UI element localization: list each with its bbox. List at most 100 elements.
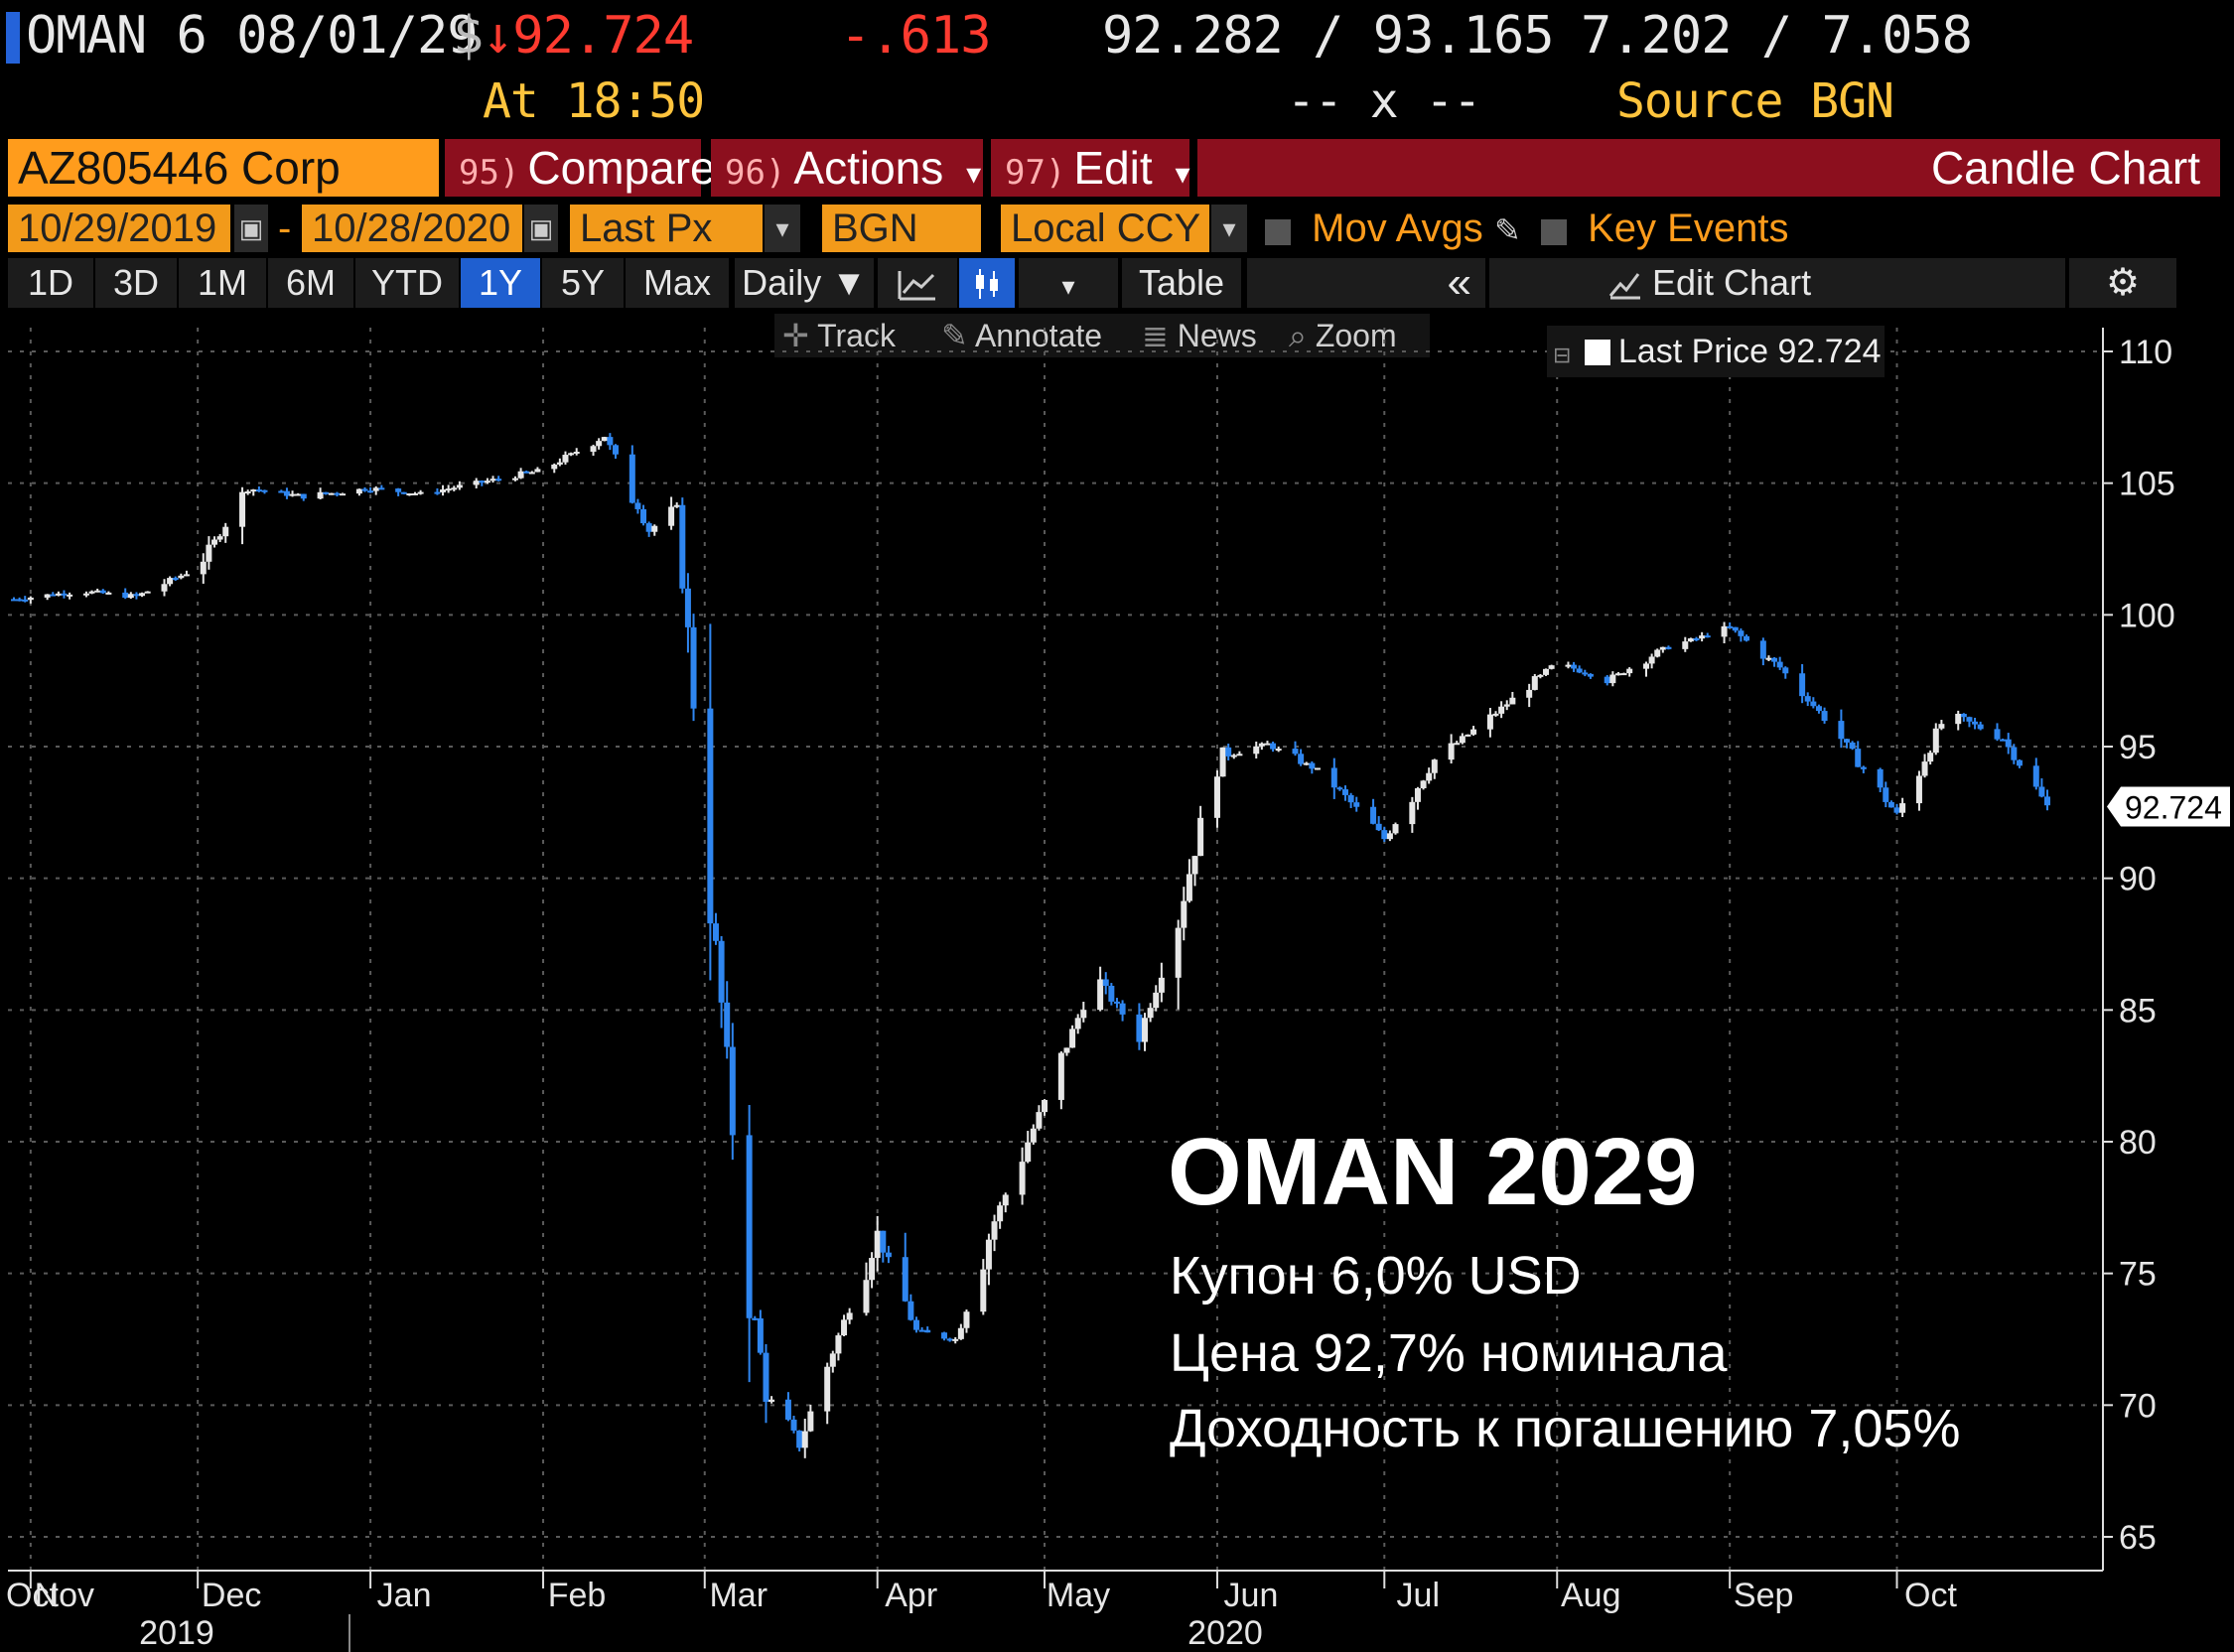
frequency-select[interactable]: Daily ▼ [735, 258, 874, 308]
candle-body [628, 454, 635, 503]
candle-body [278, 490, 285, 493]
candle-body [328, 492, 335, 495]
actions-label: Actions [793, 142, 944, 194]
candle-body [1253, 746, 1260, 755]
candle-body [1537, 674, 1544, 677]
annotate-button[interactable]: ✎ Annotate [941, 314, 1120, 357]
candle-body [200, 561, 207, 575]
news-icon: ≣ [1142, 318, 1169, 353]
candle-body [283, 490, 290, 496]
security-field[interactable]: AZ805446 Corp [8, 139, 439, 197]
chevron-down-icon[interactable]: ▾ [1211, 205, 1247, 252]
candle-body [1113, 1001, 1120, 1004]
candle-body [1330, 767, 1337, 788]
candle-body [1069, 1029, 1076, 1048]
x-tick-label: Apr [885, 1577, 937, 1614]
candle-body [1704, 635, 1711, 638]
candle-body [846, 1312, 853, 1320]
candle-body [807, 1411, 814, 1432]
candle-body [1492, 713, 1499, 716]
tab-6m[interactable]: 6M [268, 258, 353, 308]
candle-body [340, 493, 347, 496]
candle-body [1609, 674, 1616, 684]
chart-style-dropdown[interactable]: ▾ [1019, 258, 1118, 308]
source-field[interactable]: BGN [822, 205, 981, 252]
candle-body [495, 479, 502, 482]
key-events-toggle[interactable]: Key Events [1541, 205, 1839, 252]
candle-body [144, 591, 151, 594]
candle-body [1977, 724, 1984, 730]
tab-1m[interactable]: 1M [179, 258, 266, 308]
edit-chart-button[interactable]: Edit Chart [1489, 258, 2065, 308]
zoom-button[interactable]: ⌕ Zoom [1289, 314, 1428, 357]
candle-body [1938, 724, 1945, 729]
mov-avgs-checkbox[interactable] [1265, 219, 1291, 245]
candle-body [133, 594, 140, 597]
currency-select[interactable]: Local CCY [1001, 205, 1209, 252]
compare-button[interactable]: 95) Compare [445, 139, 716, 197]
candle-body [912, 1319, 919, 1330]
candle-body [1353, 802, 1360, 807]
line-chart-icon[interactable] [878, 258, 957, 308]
track-button[interactable]: ✛ Track [782, 314, 921, 357]
chart-type-label: Candle Chart [1930, 142, 2200, 194]
gear-icon[interactable]: ⚙ [2069, 258, 2176, 308]
candle-body [1576, 668, 1583, 673]
tab-ytd[interactable]: YTD [355, 258, 459, 308]
tab-3d[interactable]: 3D [95, 258, 177, 308]
actions-button[interactable]: 96) Actions ▾ [711, 139, 983, 197]
track-label: Track [817, 318, 896, 353]
candle-body [1019, 1162, 1026, 1195]
tab-1y[interactable]: 1Y [461, 258, 540, 308]
legend-label: Last Price 92.724 [1617, 333, 1882, 370]
candle-body [22, 599, 29, 602]
candle-icon[interactable] [959, 258, 1015, 308]
candle-body [1620, 673, 1627, 676]
collapse-icon[interactable]: « [1247, 258, 1485, 308]
candle-body [1375, 823, 1382, 831]
candle-body [957, 1327, 964, 1339]
candle-body [367, 490, 374, 493]
candle-body [1927, 753, 1934, 762]
candle-body [985, 1239, 992, 1270]
candle-body [1503, 704, 1510, 707]
edit-button[interactable]: 97) Edit ▾ [991, 139, 1190, 197]
table-button[interactable]: Table [1122, 258, 1241, 308]
mov-avgs-toggle[interactable]: Mov Avgs ✎ [1265, 205, 1523, 252]
candle-body [1732, 626, 1739, 631]
x-tick-label: Dec [202, 1577, 261, 1614]
x-tick-label: May [1047, 1577, 1110, 1614]
tab-max[interactable]: Max [626, 258, 729, 308]
candle-body [1565, 664, 1572, 667]
tab-1d[interactable]: 1D [8, 258, 93, 308]
field-select[interactable]: Last Px [570, 205, 763, 252]
edit-chart-icon [1608, 273, 1640, 300]
compare-number: 95) [459, 153, 520, 193]
date-to-field[interactable]: 10/28/2020 [302, 205, 522, 252]
candle-body [568, 453, 575, 456]
candle-body [1849, 742, 1856, 750]
candle-body [1815, 706, 1822, 712]
calendar-icon[interactable]: ▣ [524, 205, 558, 252]
chevron-down-icon[interactable]: ▾ [765, 205, 800, 252]
candle-body [746, 1135, 753, 1318]
pencil-icon[interactable]: ✎ [1493, 212, 1521, 248]
tab-5y[interactable]: 5Y [542, 258, 624, 308]
candle-body [562, 455, 569, 463]
candle-body [724, 1002, 731, 1047]
candle-body [222, 526, 229, 537]
news-button[interactable]: ≣ News [1142, 314, 1271, 357]
annotate-label: Annotate [974, 318, 1103, 353]
key-events-checkbox[interactable] [1541, 219, 1567, 245]
candle-body [1298, 754, 1305, 764]
candle-body [841, 1319, 848, 1336]
candle-body [1074, 1018, 1081, 1030]
candle-body [1197, 817, 1204, 857]
legend-collapse-icon[interactable]: ⊟ [1553, 343, 1572, 367]
candle-body [172, 578, 179, 581]
candle-body [1915, 775, 1922, 804]
candle-body [1893, 807, 1900, 813]
date-from-field[interactable]: 10/29/2019 [8, 205, 230, 252]
calendar-icon[interactable]: ▣ [234, 205, 268, 252]
